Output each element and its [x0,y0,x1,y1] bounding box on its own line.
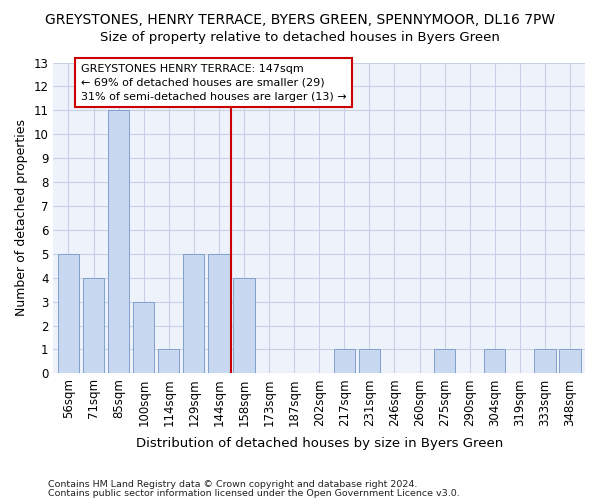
Text: Contains public sector information licensed under the Open Government Licence v3: Contains public sector information licen… [48,488,460,498]
Bar [484,350,505,374]
Text: Size of property relative to detached houses in Byers Green: Size of property relative to detached ho… [100,31,500,44]
Text: GREYSTONES, HENRY TERRACE, BYERS GREEN, SPENNYMOOR, DL16 7PW: GREYSTONES, HENRY TERRACE, BYERS GREEN, … [45,12,555,26]
Bar [183,254,205,374]
Bar [359,350,380,374]
Bar [534,350,556,374]
X-axis label: Distribution of detached houses by size in Byers Green: Distribution of detached houses by size … [136,437,503,450]
Bar [58,254,79,374]
Bar [133,302,154,374]
Bar [559,350,581,374]
Text: GREYSTONES HENRY TERRACE: 147sqm
← 69% of detached houses are smaller (29)
31% o: GREYSTONES HENRY TERRACE: 147sqm ← 69% o… [81,64,347,102]
Bar [108,110,129,374]
Bar [208,254,230,374]
Bar [83,278,104,374]
Bar [434,350,455,374]
Bar [233,278,254,374]
Bar [158,350,179,374]
Bar [334,350,355,374]
Text: Contains HM Land Registry data © Crown copyright and database right 2024.: Contains HM Land Registry data © Crown c… [48,480,418,489]
Y-axis label: Number of detached properties: Number of detached properties [15,120,28,316]
